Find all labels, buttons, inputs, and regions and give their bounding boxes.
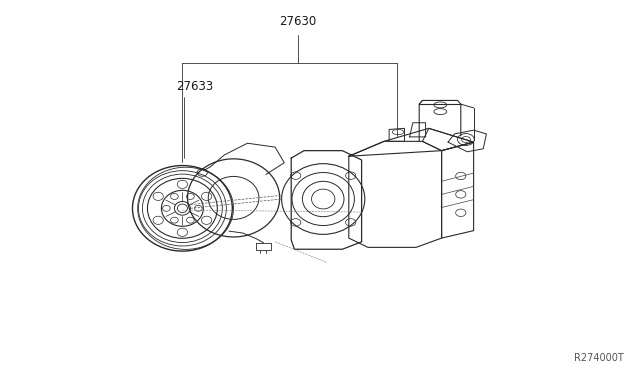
- Text: 27633: 27633: [176, 80, 213, 93]
- Text: R274000T: R274000T: [574, 353, 624, 363]
- Text: 27630: 27630: [279, 15, 316, 28]
